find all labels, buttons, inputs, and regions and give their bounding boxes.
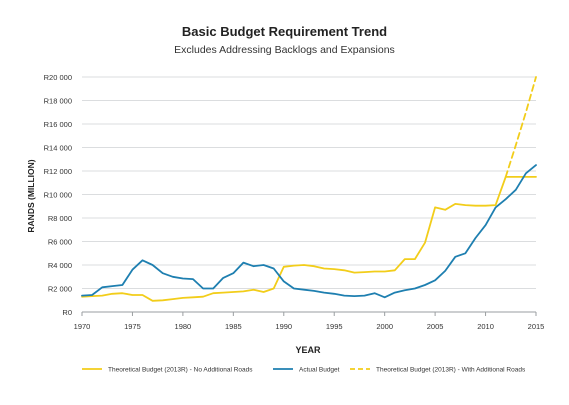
x-tick-label: 2010: [477, 322, 494, 331]
y-tick-label: R0: [62, 308, 72, 317]
x-tick-label: 1995: [326, 322, 343, 331]
series-lines: [81, 76, 537, 302]
x-axis-title: YEAR: [295, 345, 321, 355]
legend-label-2: Theoretical Budget (2013R) - With Additi…: [376, 367, 526, 374]
legend: Theoretical Budget (2013R) - No Addition…: [82, 367, 526, 374]
axes: R0 R2 000 R4 000 R6 000 R8 000 R10 000 R12 000…: [44, 73, 545, 331]
y-tick-label: R16 000: [44, 120, 72, 129]
x-tick-label: 2000: [376, 322, 393, 331]
x-tick-label: 1990: [275, 322, 292, 331]
x-tick-label: 1985: [225, 322, 242, 331]
series-line-2: [504, 76, 537, 178]
y-tick-label: R4 000: [48, 261, 72, 270]
legend-label-1: Actual Budget: [299, 367, 340, 374]
y-axis-title: RANDS (MILLION): [26, 159, 36, 232]
chart-subtitle: Excludes Addressing Backlogs and Expansi…: [174, 44, 395, 56]
series-line-1: [81, 164, 537, 299]
y-tick-label: R2 000: [48, 285, 72, 294]
y-tick-label: R10 000: [44, 191, 72, 200]
x-tick-label: 1970: [74, 322, 91, 331]
y-tick-label: R8 000: [48, 214, 72, 223]
y-tick-label: R20 000: [44, 73, 72, 82]
y-tick-label: R6 000: [48, 238, 72, 247]
legend-label-0: Theoretical Budget (2013R) - No Addition…: [108, 367, 253, 374]
x-tick-label: 1980: [175, 322, 192, 331]
grid-lines: [82, 76, 536, 289]
x-tick-label: 1975: [124, 322, 141, 331]
chart-title: Basic Budget Requirement Trend: [181, 24, 388, 39]
x-tick-label: 2015: [528, 322, 545, 331]
y-tick-label: R18 000: [44, 97, 72, 106]
y-tick-label: R14 000: [44, 144, 72, 153]
x-tick-label: 2005: [427, 322, 444, 331]
series-line-0: [81, 175, 537, 302]
y-tick-label: R12 000: [44, 167, 72, 176]
